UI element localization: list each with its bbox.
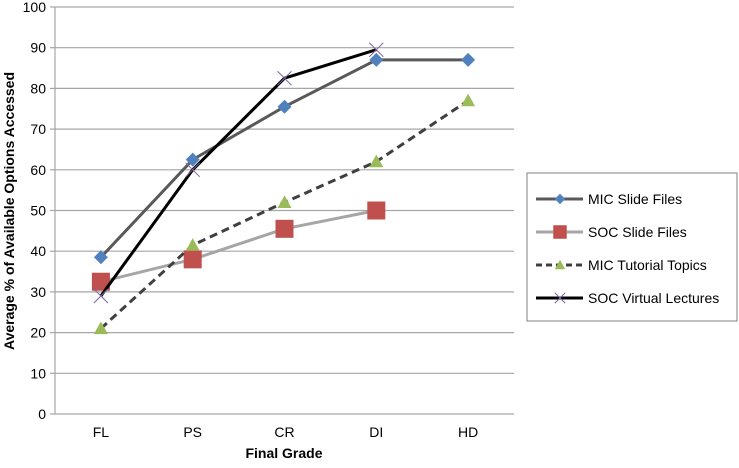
y-tick-labels: 0 10 20 30 40 50 60 70 80 90 100 <box>23 0 47 422</box>
legend-marker <box>554 259 566 270</box>
y-tick-label: 10 <box>30 365 46 381</box>
series-soc-virtual-lectures <box>93 42 384 304</box>
legend-item-soc-virtual-lectures: SOC Virtual Lectures <box>536 290 719 306</box>
data-point-mic-slide-files <box>185 152 200 167</box>
y-tick-label: 50 <box>30 203 46 219</box>
data-point-mic-tutorial-topics <box>93 321 108 335</box>
data-point-mic-tutorial-topics <box>369 154 384 168</box>
legend-marker <box>554 292 566 304</box>
data-point-soc-slide-files <box>367 201 386 220</box>
legend-item-mic-tutorial-topics: MIC Tutorial Topics <box>536 257 707 273</box>
data-point-mic-tutorial-topics <box>461 93 476 107</box>
y-tick-label: 60 <box>30 162 46 178</box>
series-soc-slide-files <box>91 201 386 291</box>
y-tick-label: 20 <box>30 325 46 341</box>
y-tick-label: 80 <box>30 80 46 96</box>
marker-stroke <box>554 292 566 304</box>
data-point-soc-virtual-lectures <box>93 288 109 304</box>
legend-marker <box>554 193 566 205</box>
legend: MIC Slide Files SOC Slide Files MIC Tutori… <box>526 172 738 322</box>
series-line-soc-virtual-lectures <box>99 48 377 297</box>
x-tick-label: FL <box>93 424 110 440</box>
data-point-soc-slide-files <box>91 272 110 291</box>
series-line-soc-slide-files <box>100 209 377 284</box>
marker-stroke <box>277 70 292 86</box>
series-mic-tutorial-topics <box>93 93 476 335</box>
y-tick-label: 100 <box>23 0 47 15</box>
x-tick-label: CR <box>274 424 294 440</box>
legend-label: SOC Virtual Lectures <box>588 290 719 306</box>
data-point-soc-virtual-lectures <box>277 70 292 86</box>
x-tick-label: PS <box>183 424 202 440</box>
x-tick-label: DI <box>369 424 383 440</box>
legend-marker <box>553 225 567 239</box>
data-point-mic-tutorial-topics <box>185 238 200 251</box>
series-group <box>91 42 476 335</box>
data-point-mic-tutorial-topics <box>277 195 292 208</box>
data-point-soc-virtual-lectures <box>368 42 384 58</box>
series-mic-slide-files <box>93 52 476 265</box>
data-point-mic-slide-files <box>93 250 108 265</box>
data-point-soc-slide-files <box>275 219 294 238</box>
y-tick-label: 70 <box>30 121 46 137</box>
legend-label: MIC Slide Files <box>588 191 682 207</box>
x-axis-label: Final Grade <box>245 445 322 461</box>
marker-stroke <box>368 42 384 58</box>
marker-stroke <box>93 288 109 304</box>
y-axis-label: Average % of Available Options Accessed <box>1 72 17 350</box>
data-point-mic-slide-files <box>277 99 292 114</box>
x-tick-label: HD <box>458 424 478 440</box>
x-tick-labels: FL PS CR DI HD <box>93 424 478 440</box>
series-line-mic-tutorial-topics <box>99 99 469 330</box>
gridlines <box>50 6 514 415</box>
legend-item-mic-slide-files: MIC Slide Files <box>536 191 682 207</box>
legend-label: SOC Slide Files <box>588 224 687 240</box>
data-point-mic-slide-files <box>369 52 384 67</box>
data-point-soc-virtual-lectures <box>185 162 201 178</box>
legend-item-soc-slide-files: SOC Slide Files <box>536 224 687 240</box>
y-tick-label: 30 <box>30 284 46 300</box>
axes <box>54 7 514 415</box>
marker-stroke <box>185 162 201 178</box>
data-point-soc-slide-files <box>183 250 202 269</box>
y-tick-label: 90 <box>30 40 46 56</box>
data-point-mic-slide-files <box>461 52 476 67</box>
y-tick-label: 40 <box>30 243 46 259</box>
legend-label: MIC Tutorial Topics <box>588 257 707 273</box>
y-tick-label: 0 <box>38 406 46 422</box>
